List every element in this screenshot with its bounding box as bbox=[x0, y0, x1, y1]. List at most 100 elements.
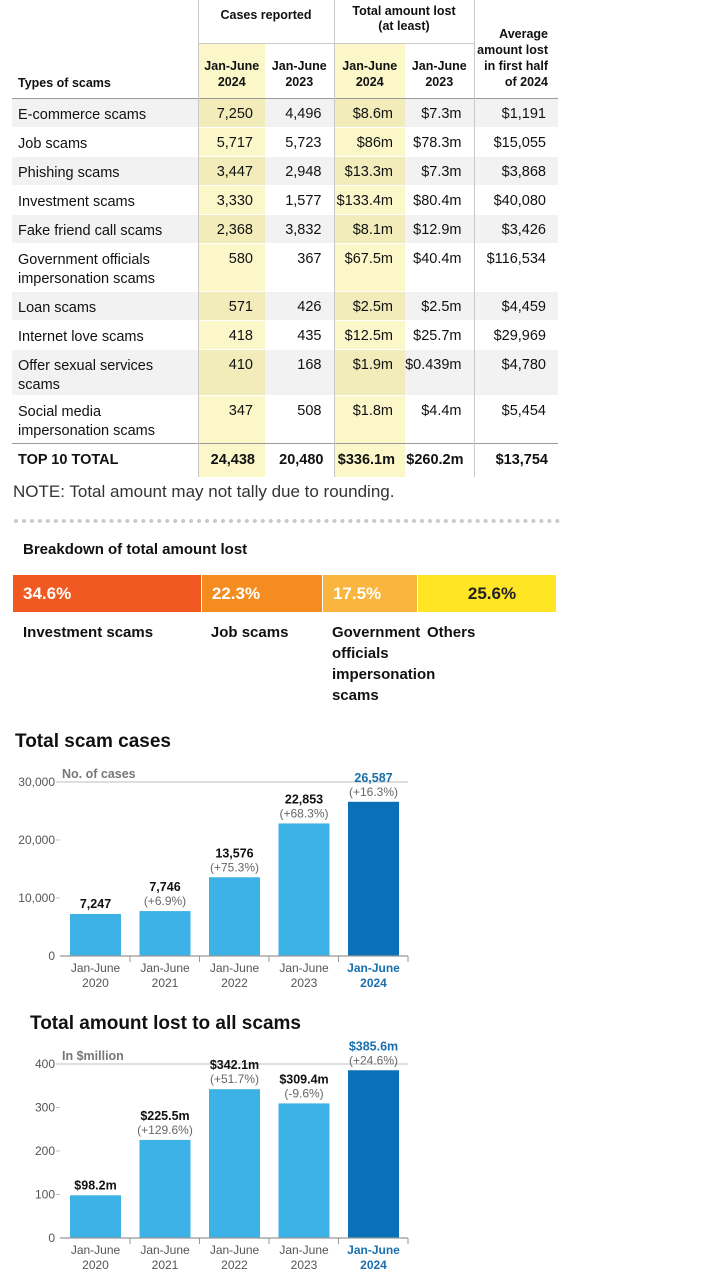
lost-2024-header: Jan-June 2024 bbox=[334, 44, 405, 98]
cases-2024-cell: 5,717 bbox=[197, 127, 265, 157]
cases-2023-cell: 435 bbox=[297, 328, 322, 344]
cases-2023-cell: 2,948 bbox=[265, 156, 334, 186]
amount-group-label: Total amount lost bbox=[352, 4, 456, 18]
total-lost-2024: $336.1m bbox=[333, 443, 405, 477]
x-category-year: 2021 bbox=[152, 1258, 179, 1272]
breakdown-segment: 34.6% bbox=[13, 575, 201, 612]
cases-2024-cell: 347 bbox=[197, 395, 265, 444]
bar-value-label: 7,247 bbox=[80, 897, 111, 911]
bar-change-label: (+51.7%) bbox=[210, 1072, 259, 1086]
x-category-year: 2024 bbox=[360, 1258, 387, 1272]
table-row: Social media impersonation scams 347 508 $1.… bbox=[12, 395, 558, 444]
x-category-year: 2023 bbox=[291, 976, 318, 990]
bar-value-label: 13,576 bbox=[215, 846, 253, 860]
lost-2024-cell: $12.5m bbox=[333, 320, 405, 350]
table-row: Government officials impersonation scams 5… bbox=[12, 243, 558, 292]
cases-reported-header: Cases reported Jan-June 2024 Jan-June 2023 bbox=[197, 0, 334, 99]
average-lost-cell: $4,459 bbox=[473, 291, 558, 321]
total-row: TOP 10 TOTAL 24,438 20,480 $336.1m $260.2m $1… bbox=[12, 443, 558, 477]
average-lost-cell: $3,868 bbox=[473, 156, 558, 186]
cases-2024-cell: 7,250 bbox=[197, 98, 265, 128]
average-amount-header: Average amount lost in first half of 202… bbox=[473, 0, 558, 99]
x-category-label: Jan-June bbox=[210, 961, 260, 975]
total-lost-2023: $260.2m bbox=[405, 443, 474, 477]
y-tick-label: 10,000 bbox=[18, 891, 55, 905]
segment-percent: 22.3% bbox=[211, 583, 261, 603]
amount-chart-title: Total amount lost to all scams bbox=[30, 1013, 301, 1034]
x-category-label: Jan-June bbox=[347, 961, 400, 975]
bar bbox=[70, 913, 121, 956]
average-lost-cell: $116,534 bbox=[473, 243, 558, 292]
scam-type-name: Loan scams bbox=[12, 291, 198, 321]
table-row: Offer sexual services scams 410 168 $1.9m $0… bbox=[12, 349, 558, 396]
x-category-label: Jan-June bbox=[140, 961, 190, 975]
table-row: Phishing scams 3,447 2,948 $13.3m $7.3m $3,86… bbox=[12, 156, 558, 186]
cases-2024-cell: 2,368 bbox=[197, 214, 265, 244]
average-lost-cell: $1,191 bbox=[473, 98, 558, 128]
scam-type-name: Fake friend call scams bbox=[12, 214, 198, 244]
lost-2023-header: Jan-June 2023 bbox=[411, 59, 467, 89]
bar-change-label: (+129.6%) bbox=[137, 1123, 193, 1137]
lost-2024-cell: $2.5m bbox=[333, 291, 405, 321]
total-label: TOP 10 TOTAL bbox=[12, 443, 198, 477]
table-row: Loan scams 571 426 $2.5m $2.5m $4,459 bbox=[12, 291, 558, 321]
y-tick-label: 100 bbox=[35, 1188, 55, 1202]
lost-2024-cell: $13.3m bbox=[333, 156, 405, 186]
cases-2023-cell: 4,496 bbox=[265, 98, 334, 128]
x-category-year: 2020 bbox=[82, 976, 109, 990]
x-category-year: 2021 bbox=[152, 976, 179, 990]
segment-name: Others bbox=[426, 624, 476, 641]
table-row: Job scams 5,717 5,723 $86m $78.3m $15,055 bbox=[12, 127, 558, 157]
y-axis-label: In $million bbox=[62, 1049, 124, 1063]
x-category-label: Jan-June bbox=[71, 1243, 121, 1257]
bar bbox=[348, 801, 399, 956]
amount-group-sublabel: (at least) bbox=[378, 19, 430, 33]
scam-type-name: Job scams bbox=[18, 136, 88, 152]
x-category-year: 2023 bbox=[291, 1258, 318, 1272]
bar-value-label: $342.1m bbox=[210, 1058, 259, 1072]
bar-value-label: $98.2m bbox=[74, 1178, 116, 1192]
bar-value-label: $309.4m bbox=[279, 1072, 328, 1086]
bar-change-label: (-9.6%) bbox=[284, 1086, 323, 1100]
bar bbox=[348, 1070, 399, 1238]
y-tick-label: 400 bbox=[35, 1057, 55, 1071]
cases-2024-header: Jan-June 2024 bbox=[198, 44, 265, 98]
lost-2024-cell: $1.9m bbox=[333, 349, 405, 396]
total-average: $13,754 bbox=[473, 443, 558, 477]
total-scam-cases-chart: 0 10,000 20,000 30,000 No. of cases 7,247 Jan-… bbox=[18, 767, 409, 990]
segment-name: Government officials impersonation scams bbox=[331, 624, 436, 704]
x-category-label: Jan-June bbox=[279, 1243, 329, 1257]
table-body: E-commerce scams 7,250 4,496 $8.6m $7.3m $1,1… bbox=[12, 98, 558, 477]
x-category-label: Jan-June bbox=[279, 961, 329, 975]
bar bbox=[278, 823, 330, 956]
lost-2023-cell: $2.5m bbox=[405, 291, 474, 321]
segment-percent: 34.6% bbox=[23, 583, 72, 603]
scam-type-name: Investment scams bbox=[18, 194, 135, 210]
scam-type-name: Internet love scams bbox=[18, 329, 144, 345]
lost-2024-cell: $67.5m bbox=[333, 243, 405, 292]
lost-2023-cell: $25.7m bbox=[413, 328, 462, 344]
lost-2023-cell: $78.3m bbox=[413, 135, 462, 151]
x-category-year: 2022 bbox=[221, 976, 248, 990]
bar-value-label: $385.6m bbox=[349, 1039, 398, 1053]
segment-name: Job scams bbox=[210, 624, 289, 641]
scam-types-table: Types of scams Cases reported Jan-June 20… bbox=[12, 0, 558, 477]
breakdown-segment: 22.3% bbox=[200, 575, 322, 612]
average-lost-cell: $3,426 bbox=[473, 214, 558, 244]
bar-change-label: (+75.3%) bbox=[210, 860, 259, 874]
total-cases-2024: 24,438 bbox=[197, 443, 265, 477]
cases-2023-header: Jan-June 2023 bbox=[271, 59, 327, 89]
cases-2023-cell: 367 bbox=[297, 251, 322, 267]
x-category-year: 2020 bbox=[82, 1258, 109, 1272]
bar-value-label: $225.5m bbox=[140, 1109, 189, 1123]
table-row: Investment scams 3,330 1,577 $133.4m $80.4m $… bbox=[12, 185, 558, 215]
table-row: Fake friend call scams 2,368 3,832 $8.1m $12… bbox=[12, 214, 558, 244]
cases-2023-cell: 1,577 bbox=[285, 193, 322, 209]
cases-2024-cell: 3,330 bbox=[197, 185, 265, 215]
bar-change-label: (+24.6%) bbox=[349, 1053, 398, 1067]
bar bbox=[209, 1089, 260, 1238]
bar-change-label: (+68.3%) bbox=[279, 806, 328, 820]
cases-2024-cell: 410 bbox=[197, 349, 265, 396]
cases-2024-cell: 571 bbox=[197, 291, 265, 321]
